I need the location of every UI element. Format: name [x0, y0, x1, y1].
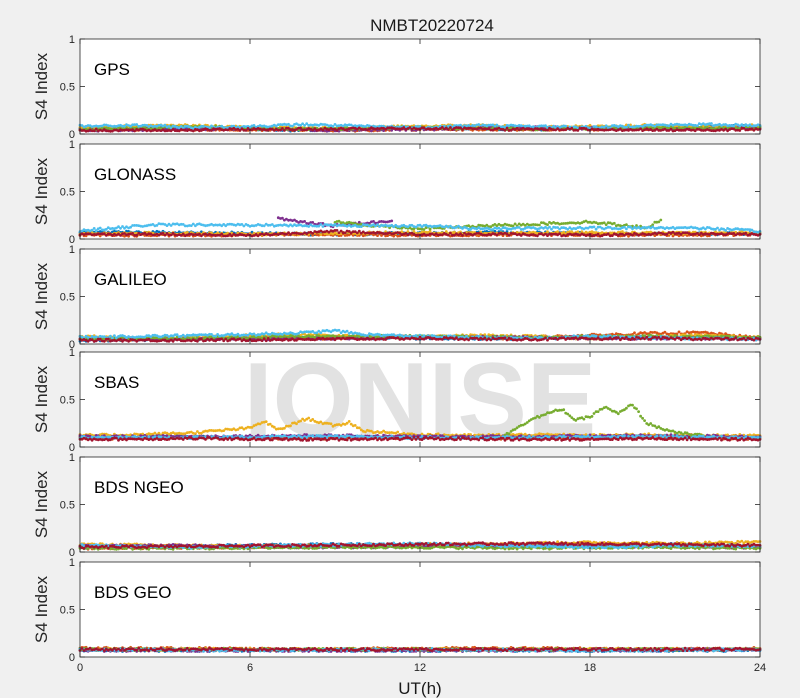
data-point: [538, 223, 541, 227]
data-point: [321, 225, 325, 228]
data-point: [594, 227, 598, 231]
data-point: [92, 227, 96, 230]
data-point: [281, 126, 284, 130]
data-point: [625, 227, 628, 231]
data-point: [596, 232, 600, 236]
data-point: [625, 123, 628, 127]
data-point: [283, 129, 286, 132]
data-point: [738, 129, 742, 132]
plot-area: [80, 249, 760, 344]
data-point: [244, 129, 248, 132]
data-point: [319, 223, 323, 226]
data-point: [357, 229, 361, 233]
y-tick-label: 1: [69, 34, 75, 46]
data-point: [570, 126, 574, 130]
data-point: [546, 230, 549, 234]
data-point: [511, 224, 515, 228]
data-point: [311, 232, 315, 235]
data-point: [550, 227, 553, 231]
data-point: [335, 229, 339, 232]
data-point: [98, 226, 102, 230]
y-tick-label: 0.5: [60, 187, 75, 199]
data-point: [446, 128, 450, 131]
panel-label: GLONASS: [94, 165, 176, 184]
data-point: [428, 227, 432, 231]
y-tick-label: 1: [69, 139, 75, 151]
data-point: [606, 232, 610, 236]
data-point: [588, 123, 592, 127]
data-point: [503, 128, 507, 132]
y-tick-label: 0.5: [60, 82, 75, 94]
data-point: [359, 225, 363, 229]
series-group: [78, 122, 762, 133]
data-point: [507, 234, 511, 237]
data-point: [677, 330, 681, 334]
data-point: [311, 221, 315, 224]
data-point: [548, 225, 551, 229]
data-point: [319, 233, 323, 237]
data-point: [576, 129, 580, 132]
data-point: [449, 231, 452, 235]
data-point: [710, 122, 713, 125]
data-point: [449, 126, 452, 129]
y-axis-label: S4 Index: [32, 52, 51, 120]
panel-label: GPS: [94, 60, 130, 79]
data-point: [724, 229, 727, 232]
data-point: [716, 226, 719, 230]
data-point: [446, 233, 450, 237]
data-point: [633, 331, 636, 335]
data-point: [659, 218, 663, 222]
data-point: [558, 232, 561, 236]
data-point: [505, 126, 509, 130]
data-point: [564, 124, 568, 128]
data-point: [612, 221, 616, 225]
data-point: [625, 125, 628, 129]
y-axis-label: S4 Index: [32, 157, 51, 225]
data-point: [744, 231, 748, 235]
data-point: [461, 234, 464, 237]
data-point: [422, 228, 426, 231]
data-point: [592, 225, 596, 229]
data-point: [546, 223, 549, 227]
figure-title: NMBT20220724: [370, 16, 494, 35]
data-point: [303, 220, 306, 223]
plot-area: [80, 39, 760, 134]
data-point: [390, 219, 394, 223]
